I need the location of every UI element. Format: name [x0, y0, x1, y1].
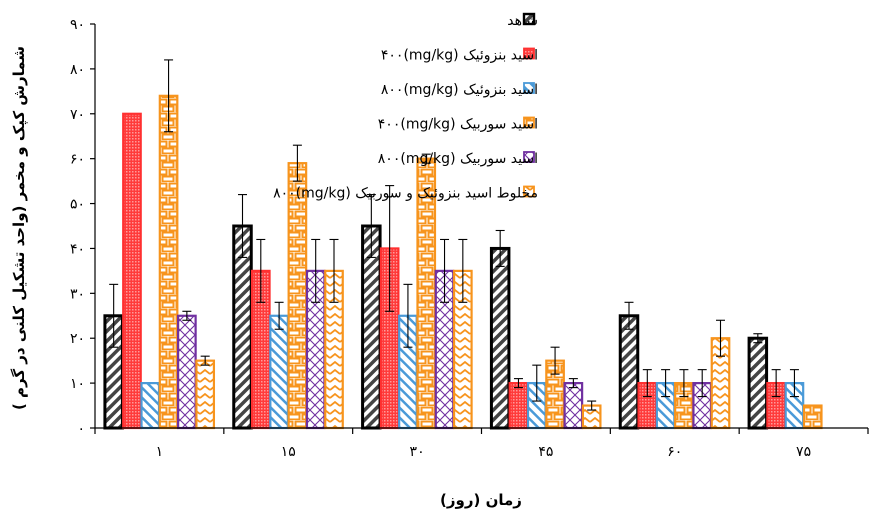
x-tick-label: ۱: [156, 444, 164, 460]
y-tick-label: ۴۰: [70, 241, 85, 257]
bar: [158, 94, 179, 430]
x-axis-title: زمان (روز): [440, 491, 522, 509]
legend-label: مخلوط اسید بنزوئیک و سوربیک (mg/kg)۸۰۰: [273, 186, 538, 202]
bar: [563, 382, 584, 430]
bar: [177, 314, 197, 430]
y-tick-label: ۸۰: [70, 62, 85, 78]
bar: [618, 314, 640, 430]
bar: [140, 382, 161, 430]
x-tick-label: ۴۵: [538, 444, 553, 460]
y-tick-label: ۷۰: [70, 107, 85, 123]
bar: [508, 382, 529, 430]
y-tick-label: ۲۰: [70, 331, 85, 347]
bar: [747, 336, 769, 430]
x-tick-label: ۱۵: [281, 444, 296, 460]
y-tick-label: ۹۰: [70, 17, 85, 33]
legend-label: اسید سوربیک (mg/kg)۸۰۰: [378, 151, 538, 167]
legend-swatch: [523, 151, 535, 163]
y-tick-label: ۰: [77, 421, 85, 437]
bar: [195, 359, 216, 430]
legend-swatch: [523, 47, 535, 60]
y-axis-title: شمارش کپک و مخمر (واحد تشکیل کلنی در گرم…: [10, 46, 29, 410]
legend-label: اسید سوربیک (mg/kg)۴۰۰: [378, 117, 538, 133]
legend-label: اسید بنزوئیک (mg/kg)۴۰۰: [381, 48, 538, 64]
bar: [287, 162, 308, 430]
legend-swatch: [523, 185, 535, 198]
x-tick-label: ۶۰: [667, 444, 682, 460]
bar: [489, 246, 511, 430]
bar: [122, 112, 142, 430]
legend: شاهد اسید بنزوئیک (mg/kg)۴۰۰ اسید بنزوئیک …: [273, 12, 538, 202]
y-tick-label: ۵۰: [70, 197, 85, 213]
bar: [802, 404, 823, 430]
legend-swatch: [523, 116, 535, 129]
legend-label: شاهد: [507, 13, 538, 29]
legend-label: اسید بنزوئیک (mg/kg)۸۰۰: [381, 82, 538, 98]
legend-swatch: [522, 12, 536, 26]
y-tick-label: ۱۰: [70, 376, 85, 392]
y-tick-label: ۳۰: [70, 286, 85, 302]
x-tick-label: ۳۰: [410, 444, 425, 460]
bar: [269, 314, 289, 430]
x-tick-label: ۷۵: [796, 444, 811, 460]
y-tick-label: ۶۰: [70, 152, 85, 168]
legend-swatch: [523, 82, 535, 94]
